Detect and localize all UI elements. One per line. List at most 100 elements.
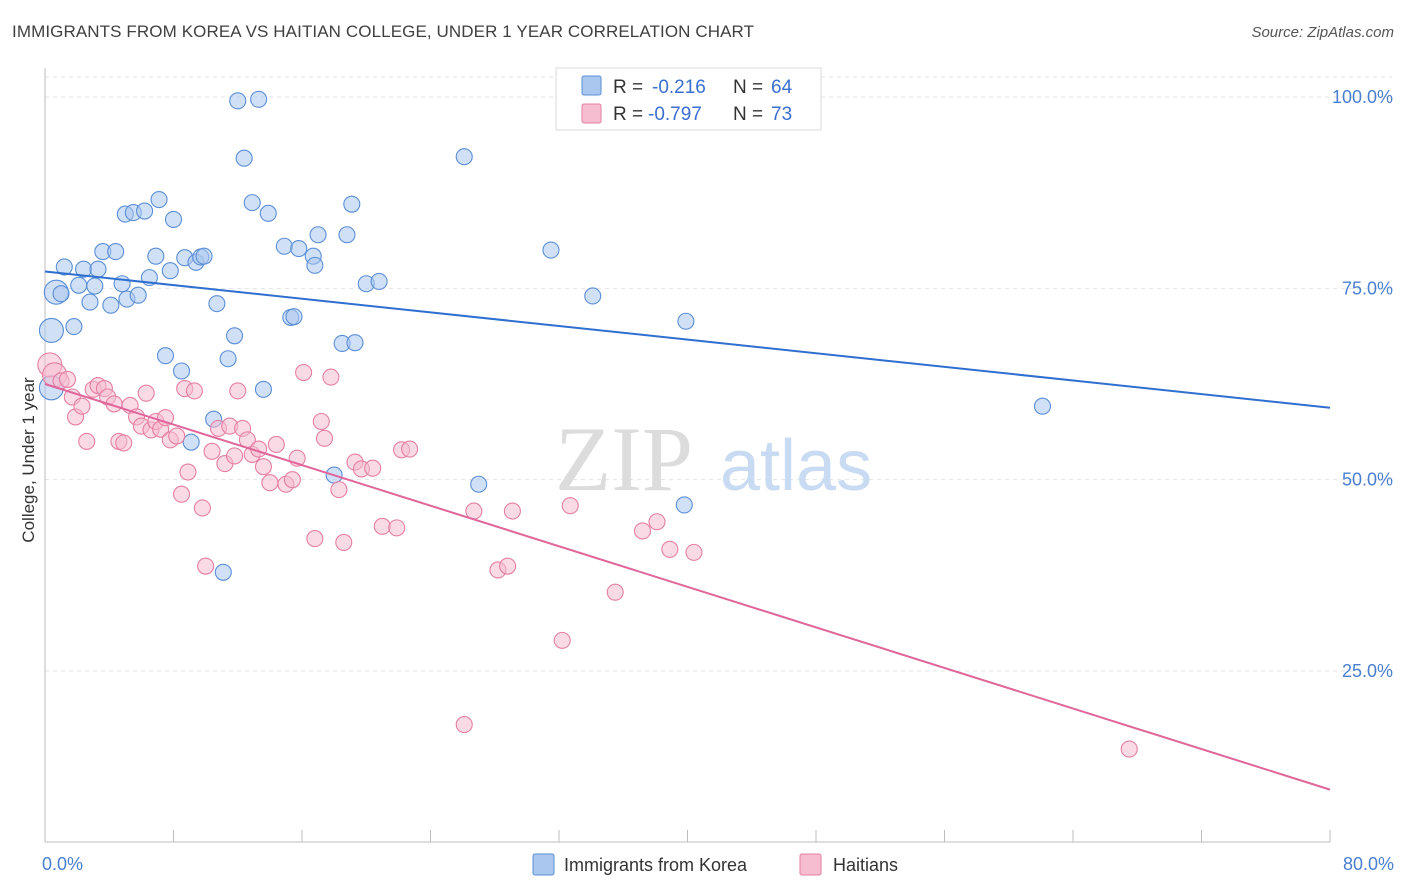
point-haiti [633,522,652,540]
legend-swatch-haiti [581,103,602,124]
x-tick-min: 0.0% [42,854,83,874]
point-korea [208,295,226,313]
point-korea [243,194,261,212]
point-korea [470,475,488,493]
point-haiti [193,499,211,517]
point-haiti [315,429,334,447]
point-korea [107,243,125,261]
point-korea [89,260,107,278]
point-korea [225,327,244,345]
point-haiti [254,458,273,476]
point-korea [309,226,327,244]
point-korea [290,239,308,258]
point-korea [164,210,183,229]
point-haiti [261,474,279,492]
point-haiti [229,382,247,400]
point-haiti [503,502,521,520]
point-haiti [306,530,324,548]
bottom-legend-swatch-haiti [799,853,822,876]
point-haiti [553,631,571,649]
point-korea [455,148,473,166]
chart-title: IMMIGRANTS FROM KOREA VS HAITIAN COLLEGE… [12,22,755,41]
point-korea [182,433,200,451]
legend-n-value-haiti: 73 [771,104,792,125]
y-tick-label-25: 25.0% [1342,661,1393,681]
point-haiti [168,427,186,445]
point-korea [102,296,120,314]
point-haiti [1120,740,1138,758]
point-haiti [455,716,473,734]
point-haiti [561,497,579,515]
legend-r-label-haiti: R = [613,104,643,125]
point-haiti [661,540,679,558]
point-haiti [312,412,330,431]
point-haiti [685,543,703,561]
point-korea [343,195,361,213]
point-korea [150,191,168,209]
legend-swatch-korea [581,75,602,96]
y-tick-label-100: 100.0% [1332,87,1393,107]
bottom-legend-swatch-korea [532,853,555,876]
point-korea [275,237,293,255]
point-korea [129,286,147,304]
series-legend: Immigrants from Korea Haitians [532,853,898,876]
point-korea [1033,397,1052,415]
point-haiti [185,382,203,400]
trend-lines [44,270,1331,791]
point-haiti [73,397,91,415]
legend-n-value-korea: 64 [771,77,793,98]
trend-line-haiti [44,383,1331,791]
legend-r-label-korea: R = [613,77,643,98]
point-haiti [115,434,133,452]
point-korea [161,262,179,280]
legend-r-value-haiti: -0.797 [648,104,702,125]
data-points [37,90,1138,758]
point-haiti [388,519,406,537]
point-haiti [648,513,666,531]
point-haiti [137,384,155,402]
watermark-zip: ZIP [555,408,693,510]
point-haiti [401,440,419,458]
point-korea [346,334,364,352]
point-korea [229,92,247,110]
point-korea [235,149,253,167]
point-korea [70,276,88,294]
point-korea [370,272,388,290]
point-korea [156,347,175,365]
point-haiti [78,432,96,450]
point-haiti [267,435,285,454]
point-korea [584,287,602,305]
bottom-legend-korea: Immigrants from Korea [564,855,748,875]
y-axis-label: College, Under 1 year [19,377,38,543]
point-korea [285,308,303,326]
point-korea [172,362,191,380]
point-korea [52,285,70,303]
point-korea [214,563,232,581]
point-haiti [335,533,353,551]
point-korea [306,256,324,274]
point-haiti [197,557,215,575]
watermark: ZIP atlas [555,408,872,510]
point-haiti [172,485,191,503]
point-haiti [295,363,313,382]
y-tick-label-75: 75.0% [1342,278,1393,298]
point-haiti [364,459,382,477]
point-haiti [322,368,340,386]
point-korea [136,202,154,220]
point-korea [55,258,73,276]
point-korea [147,247,165,265]
point-korea [219,350,237,368]
point-korea [542,241,560,259]
point-haiti [58,370,77,388]
x-tick-max: 80.0% [1343,854,1394,874]
point-haiti [179,463,197,481]
watermark-atlas: atlas [720,426,872,506]
point-haiti [203,442,221,460]
point-haiti [373,517,391,535]
point-korea [65,318,83,336]
point-korea [195,247,213,265]
trend-line-korea [44,270,1331,409]
point-korea [86,277,104,295]
point-korea [81,293,99,311]
